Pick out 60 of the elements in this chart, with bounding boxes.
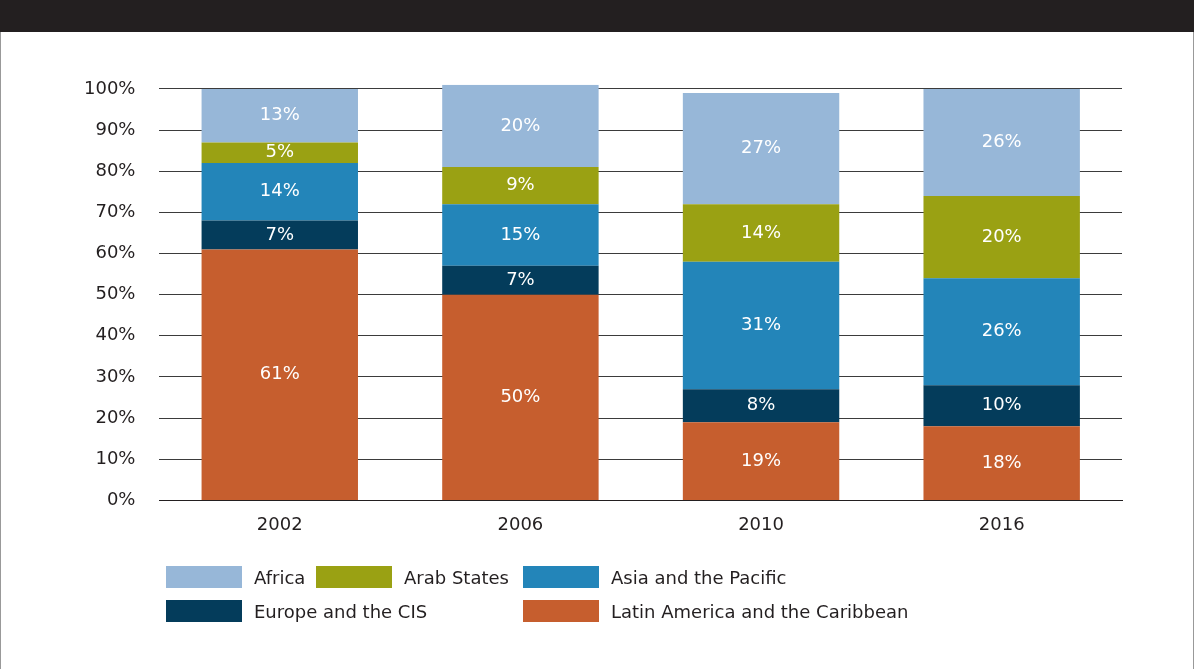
y-tick-label: 60%: [95, 241, 136, 263]
bar: [682, 93, 840, 205]
bar: [442, 265, 599, 295]
data-label: 18%: [981, 450, 1022, 472]
data-label: 19%: [741, 448, 782, 470]
y-tick-label: 10%: [95, 446, 136, 468]
data-label: 20%: [981, 224, 1022, 246]
data-label: 15%: [500, 222, 541, 244]
data-label: 9%: [506, 173, 535, 195]
x-tick-label: 2006: [497, 512, 544, 534]
bar: [682, 389, 840, 423]
bar: [201, 88, 358, 143]
y-tick-label: 50%: [95, 282, 136, 304]
data-label: 14%: [259, 179, 300, 201]
data-label: 26%: [981, 130, 1022, 152]
legend-label: Latin America and the Caribbean: [611, 600, 909, 622]
bar: [682, 422, 840, 500]
bar: [442, 167, 599, 205]
y-tick-label: 20%: [95, 405, 136, 427]
data-label: 26%: [981, 319, 1022, 341]
bar: [923, 426, 1080, 500]
bar: [442, 294, 599, 500]
bar: [923, 278, 1080, 386]
bar: [201, 249, 358, 500]
bar: [923, 385, 1080, 427]
data-label: 5%: [265, 140, 295, 162]
data-label: 13%: [259, 103, 300, 125]
y-tick-label: 70%: [95, 200, 136, 222]
bar: [682, 261, 840, 390]
data-label: 61%: [259, 362, 300, 384]
x-tick-label: 2002: [256, 512, 303, 534]
y-tick-label: 0%: [106, 488, 136, 510]
legend-label: Asia and the Pacific: [611, 566, 787, 588]
data-label: 50%: [500, 384, 541, 406]
data-label: 20%: [500, 113, 541, 135]
bar: [201, 162, 358, 221]
data-label: 27%: [741, 136, 782, 158]
bar: [923, 195, 1080, 279]
data-label: 14%: [741, 220, 782, 242]
y-tick-label: 90%: [95, 117, 136, 139]
bar: [442, 84, 599, 168]
y-tick-label: 80%: [95, 158, 136, 180]
data-label: 10%: [981, 393, 1022, 415]
legend-label: Africa: [254, 566, 306, 588]
data-label: 8%: [746, 393, 776, 415]
y-tick-label: 100%: [83, 76, 136, 98]
bar: [201, 220, 358, 250]
data-label: 7%: [506, 267, 535, 289]
x-tick-label: 2016: [978, 512, 1025, 534]
bar: [923, 88, 1080, 196]
x-tick-label: 2010: [738, 512, 784, 534]
bar: [442, 204, 599, 266]
bar: [201, 142, 358, 163]
legend-label: Arab States: [404, 566, 509, 588]
y-tick-label: 30%: [95, 364, 136, 386]
data-label: 31%: [741, 313, 782, 335]
y-tick-label: 40%: [95, 323, 136, 345]
bar: [682, 204, 840, 262]
data-label: 7%: [265, 222, 295, 244]
legend-label: Europe and the CIS: [254, 600, 428, 622]
